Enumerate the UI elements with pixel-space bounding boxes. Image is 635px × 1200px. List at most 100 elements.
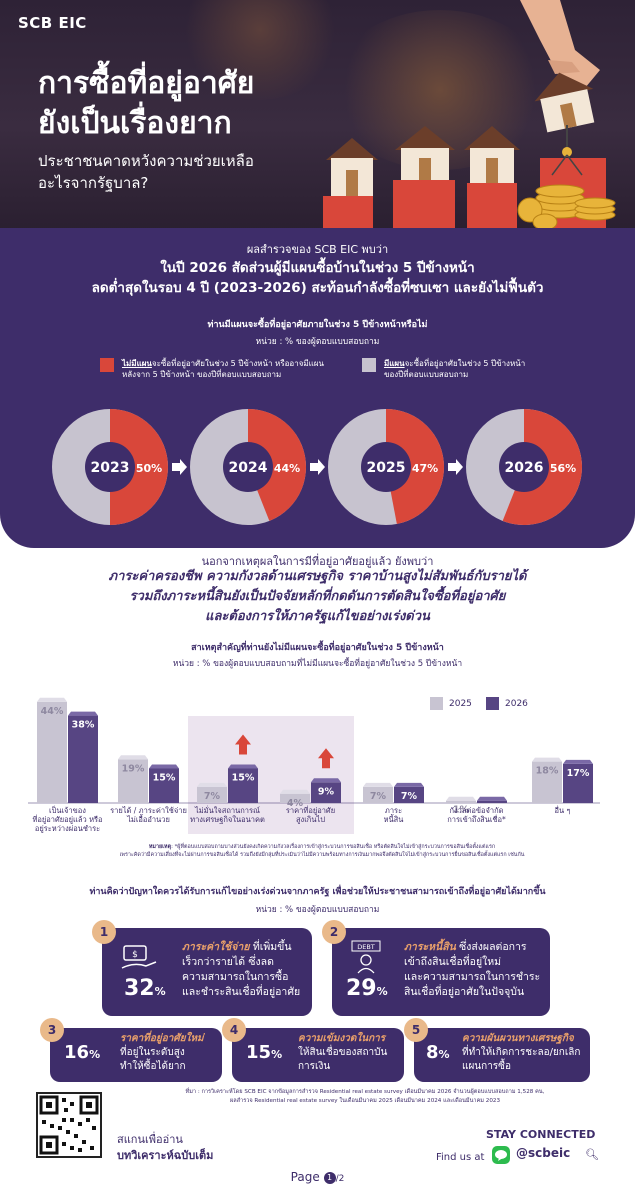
card-title: ราคาที่อยู่อาศัยใหม่ [120, 1033, 204, 1044]
social-handle[interactable]: @scbeic [516, 1146, 571, 1160]
bar-2026 [477, 800, 507, 803]
hero-illustration [323, 0, 616, 232]
qr-pattern-icon [39, 1095, 99, 1155]
bar-value-label: 4% [287, 798, 304, 809]
bar-2025 [118, 759, 148, 803]
note-text: เพราะคิดว่ามีความเสี่ยงที่จะไม่ผ่านการขอ… [119, 852, 525, 858]
hero-subtitle-line: ประชาชนคาดหวังความช่วยเหลือ [38, 152, 254, 170]
legend-label: 2025 [449, 698, 472, 709]
source-line: ที่มา : การวิเคราะห์โดย SCB EIC จากข้อมู… [185, 1089, 545, 1095]
donut-value-label: 44% [274, 462, 300, 475]
percent-value: 32 [124, 976, 155, 1001]
bar-cap [446, 796, 476, 801]
card-title: ภาระหนี้สิน [404, 941, 456, 953]
debt-icon: DEBT [351, 940, 381, 974]
find-us-label: Find us at [436, 1152, 485, 1163]
bar-2026 [149, 768, 179, 803]
brand-logo: SCB EIC [18, 14, 87, 32]
donut-2023: 2023 50% [52, 409, 168, 525]
donut-chart-group: 2023 50% 2024 44% 2025 47% 2026 56% [52, 409, 582, 525]
section-intro: ผลสำรวจของ SCB EIC พบว่า [246, 243, 389, 256]
donut-value-label: 47% [412, 462, 438, 475]
bar-cap [228, 764, 258, 769]
legend-rest: จะซื้อที่อยู่อาศัยในช่วง 5 ปีข้างหน้า หร… [151, 359, 324, 368]
legend-text: ไม่มีแผนจะซื้อที่อยู่อาศัยในช่วง 5 ปีข้า… [122, 358, 324, 380]
legend-text: มีแผนจะซื้อที่อยู่อาศัยในช่วง 5 ปีข้างหน… [384, 358, 525, 380]
legend-rest: ของปีที่ตอบแบบสอบถาม [384, 370, 469, 379]
bar-value-label: 1% [453, 805, 470, 816]
qr-code[interactable] [36, 1092, 102, 1158]
reasons-bar-chart: 44% 19% 7% 4% 7% 1% 18% 38% 15% 15% 9% 7% 1% 17% เป็นเ… [28, 697, 600, 834]
donut-value-label: 50% [136, 462, 162, 475]
arrow-right-icon [172, 459, 187, 475]
hero-subtitle: ประชาชนคาดหวังความช่วยเหลือ อะไรจากรัฐบา… [38, 150, 328, 194]
footnote: หมายเหตุ: *ผู้ที่ตอบแบบสอบถามบางส่วนยังค… [62, 843, 582, 859]
hero-title: การซื้อที่อยู่อาศัย ยังเป็นเรื่องยาก [38, 64, 338, 144]
bar-2025 [446, 800, 476, 803]
search-icon[interactable]: 🔍︎ [585, 1148, 599, 1161]
headline-line: รวมถึงภาระหนี้สินยังเป็นปัจจัยหลักที่กดด… [129, 589, 506, 604]
percent-unit: % [376, 985, 388, 998]
bar-cap [311, 778, 341, 783]
percent-unit: % [89, 1048, 101, 1061]
bar-value-label: 7% [401, 791, 418, 802]
donut-year-label: 2023 [91, 460, 130, 476]
headline-line: ภาระค่าครองชีพ ความกังวลด้านเศรษฐกิจ ราค… [108, 569, 527, 584]
legend-no-plan: ไม่มีแผนจะซื้อที่อยู่อาศัยในช่วง 5 ปีข้า… [100, 358, 324, 380]
chart-unit: หน่วย : % ของผู้ตอบแบบสอบถามที่ไม่มีแผนจ… [172, 659, 463, 669]
bar-2026 [394, 786, 424, 803]
legend-swatch [362, 358, 376, 372]
hero-subtitle-line: อะไรจากรัฐบาล? [38, 174, 149, 192]
card-percent: 15% [246, 1042, 282, 1063]
bar-2026 [68, 715, 98, 803]
rank-badge: 3 [40, 1018, 64, 1042]
solution-card-2: 2 DEBT 29% ภาระหนี้สิน ซึ่งส่งผลต่อการ เ… [322, 920, 550, 1016]
section-headline: ในปี 2026 สัดส่วนผู้มีแผนซื้อบ้านในช่วง … [20, 258, 615, 298]
card-line: เร็วกว่ารายได้ ซึ่งลด [182, 956, 274, 968]
legend-rest: จะซื้อที่อยู่อาศัยในช่วง 5 ปีข้างหน้า [404, 359, 526, 368]
line-chat-icon [495, 1150, 507, 1161]
bar-value-label: 15% [232, 773, 255, 784]
section-headline: ภาระค่าครองชีพ ความกังวลด้านเศรษฐกิจ ราค… [20, 567, 615, 627]
legend-2025: 2025 [430, 697, 472, 710]
hand-money-icon: $ [121, 945, 157, 969]
survey-plan-section: ผลสำรวจของ SCB EIC พบว่า ในปี 2026 สัดส่… [0, 228, 635, 548]
donut-year-label: 2024 [229, 460, 268, 476]
category-label: เป็นเจ้าของ [49, 805, 86, 815]
percent-unit: % [271, 1048, 283, 1061]
bar-2026 [228, 768, 258, 803]
card-line: ทำให้ซื้อได้ยาก [120, 1061, 186, 1072]
bar-2025 [532, 761, 562, 803]
category-label: ที่อยู่อาศัยอยู่แล้ว หรือ [32, 814, 102, 824]
category-label: หนี้สิน [384, 814, 404, 824]
up-arrow-icon [235, 734, 251, 755]
bar-cap [197, 782, 227, 787]
bar-value-label: 44% [41, 706, 64, 717]
legend-2026: 2026 [486, 697, 528, 710]
card-text: ราคาที่อยู่อาศัยใหม่ ที่อยู่ในระดับสูง ท… [120, 1032, 204, 1074]
card-percent: 8% [426, 1042, 450, 1063]
card-title-rest: ที่เพิ่มขึ้น [249, 941, 292, 953]
line-app-icon[interactable] [492, 1146, 510, 1164]
card-title: ความเข้มงวดในการ [298, 1033, 386, 1044]
card-line: และความสามารถในการชำระ [404, 971, 541, 983]
card-line: และชำระสินเชื่อที่อยู่อาศัย [182, 986, 301, 998]
bar-value-label: 9% [318, 786, 335, 797]
category-label: รายได้ / ภาระค่าใช้จ่าย [110, 806, 187, 815]
donut-no-plan-slice [248, 409, 307, 521]
bar-cap [280, 789, 310, 794]
category-label: อื่น ๆ [554, 805, 571, 815]
bar-2026 [563, 763, 593, 803]
source-note: ที่มา : การวิเคราะห์โดย SCB EIC จากข้อมู… [130, 1088, 600, 1106]
hero-title-line: การซื้อที่อยู่อาศัย [38, 66, 255, 101]
donut-hole [499, 442, 549, 492]
solution-card-5: 5 8% ความผันผวนทางเศรษฐกิจ ที่ทำให้เกิดก… [404, 1018, 590, 1082]
note-text: : *ผู้ที่ตอบแบบสอบถามบางส่วนยังคงเกิดควา… [171, 844, 496, 850]
bar-value-label: 17% [567, 768, 590, 779]
hero-banner: SCB EIC การซื้อที่อยู่อาศัย ยังเป็นเรื่อ… [0, 0, 635, 232]
card-line: เข้าถึงสินเชื่อที่อยู่ใหม่ [404, 956, 502, 968]
solution-card-1: 1 $ 32% ภาระค่าใช้จ่าย ที่เพิ่มขึ้น เร็ว… [92, 920, 312, 1016]
card-title: ความผันผวนทางเศรษฐกิจ [462, 1033, 574, 1044]
hero-title-line: ยังเป็นเรื่องยาก [38, 106, 232, 141]
up-arrow-icon [318, 748, 334, 769]
